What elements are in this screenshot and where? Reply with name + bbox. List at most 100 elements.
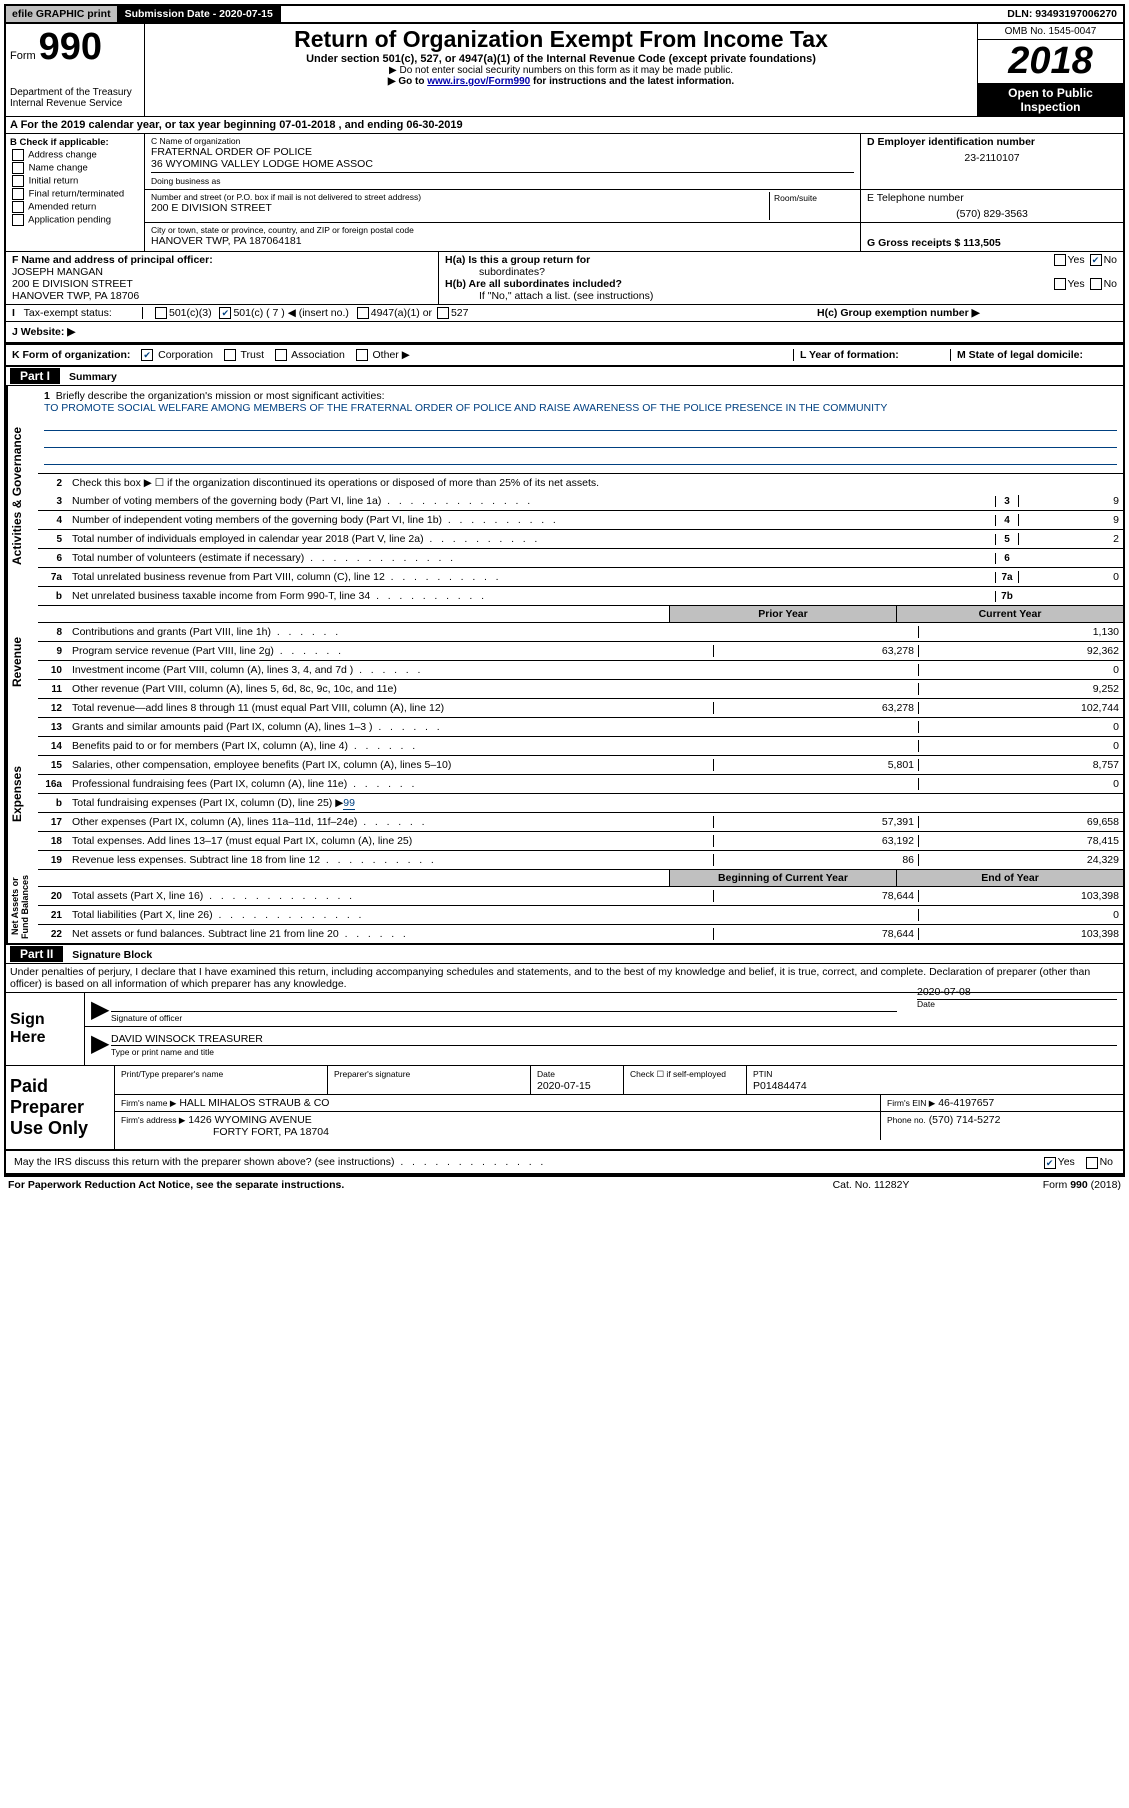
side-exp: Expenses	[6, 718, 38, 870]
val-3: 9	[1018, 495, 1123, 507]
footer: For Paperwork Reduction Act Notice, see …	[4, 1177, 1125, 1193]
footer-form-label: Form	[1043, 1179, 1070, 1191]
i-label-cell: I Tax-exempt status:	[12, 307, 143, 319]
sig-officer-label: Signature of officer	[111, 1013, 182, 1023]
sign-arrow-icon-2: ▶	[91, 1029, 111, 1058]
preparer-date: 2020-07-15	[537, 1080, 591, 1092]
form-note-2: ▶ Go to www.irs.gov/Form990 for instruct…	[151, 76, 971, 87]
line-5: Total number of individuals employed in …	[68, 532, 995, 546]
street-address: 200 E DIVISION STREET	[151, 202, 769, 214]
line-16b: Total fundraising expenses (Part IX, col…	[68, 796, 713, 810]
line-21: Total liabilities (Part X, line 26)	[68, 908, 713, 922]
city-label: City or town, state or province, country…	[151, 225, 854, 235]
firm-phone-label: Phone no.	[887, 1115, 926, 1125]
firm-ein: 46-4197657	[938, 1097, 994, 1109]
line-11: Other revenue (Part VIII, column (A), li…	[68, 682, 713, 696]
line-14: Benefits paid to or for members (Part IX…	[68, 739, 713, 753]
rev-header-row: Prior Year Current Year	[38, 606, 1123, 623]
cb-trust[interactable]	[224, 349, 236, 361]
g-receipts-block: G Gross receipts $ 113,505	[860, 223, 1123, 251]
line-1-mission: 1 Briefly describe the organization's mi…	[38, 386, 1123, 474]
cb-final-return[interactable]: Final return/terminated	[10, 188, 140, 200]
section-net-assets: Net Assets or Fund Balances Beginning of…	[6, 870, 1123, 945]
footer-form-year: (2018)	[1088, 1179, 1121, 1191]
cb-corporation[interactable]	[141, 349, 153, 361]
form-title: Return of Organization Exempt From Incom…	[151, 26, 971, 53]
tax-year: 2018	[978, 40, 1123, 84]
room-label: Room/suite	[774, 193, 817, 203]
gross-receipts: G Gross receipts $ 113,505	[867, 237, 1001, 249]
col-prior-year: Prior Year	[669, 606, 896, 622]
cb-name-change[interactable]: Name change	[10, 162, 140, 174]
h-block: H(a) Is this a group return for subordin…	[439, 252, 1123, 304]
preparer-name-label: Print/Type preparer's name	[121, 1069, 223, 1079]
cb-501c3[interactable]	[155, 307, 167, 319]
firm-addr-2: FORTY FORT, PA 18704	[213, 1126, 329, 1138]
sign-arrow-icon: ▶	[91, 995, 111, 1024]
part-i-header: Part I Summary	[6, 367, 1123, 386]
row-f-h: F Name and address of principal officer:…	[6, 252, 1123, 305]
firm-name-label: Firm's name ▶	[121, 1098, 176, 1108]
hb-yes[interactable]	[1054, 278, 1066, 290]
part-ii-label: Part II	[10, 946, 63, 962]
row-a-tax-year: A For the 2019 calendar year, or tax yea…	[6, 117, 1123, 134]
f-officer-block: F Name and address of principal officer:…	[6, 252, 439, 304]
ptin-value: P01484474	[753, 1080, 807, 1092]
self-employed-label[interactable]: Check ☐ if self-employed	[630, 1069, 726, 1079]
cb-501c[interactable]	[219, 307, 231, 319]
cb-4947[interactable]	[357, 307, 369, 319]
part-i-label: Part I	[10, 368, 60, 384]
form-header: Form 990 Department of the Treasury Inte…	[6, 24, 1123, 117]
val-7a: 0	[1018, 571, 1123, 583]
type-name-label: Type or print name and title	[111, 1047, 214, 1057]
b-label: B Check if applicable:	[10, 137, 109, 148]
footer-mid: Cat. No. 11282Y	[771, 1179, 971, 1191]
ha-yes[interactable]	[1054, 254, 1066, 266]
officer-name-title: DAVID WINSOCK TREASURER	[111, 1033, 1117, 1046]
preparer-sig-label: Preparer's signature	[334, 1069, 410, 1079]
topbar: efile GRAPHIC print Submission Date - 20…	[4, 4, 1125, 24]
efile-button[interactable]: efile GRAPHIC print	[6, 6, 119, 22]
dba-label: Doing business as	[151, 176, 220, 186]
cb-address-change[interactable]: Address change	[10, 149, 140, 161]
na-header-row: Beginning of Current Year End of Year	[38, 870, 1123, 887]
block-b-to-g: B Check if applicable: Address change Na…	[6, 134, 1123, 252]
line-13: Grants and similar amounts paid (Part IX…	[68, 720, 713, 734]
c-name-block: C Name of organization FRATERNAL ORDER O…	[145, 134, 860, 189]
c-name-label: C Name of organization	[151, 136, 854, 146]
hb-no[interactable]	[1090, 278, 1102, 290]
form-word: Form	[10, 50, 36, 62]
val-5: 2	[1018, 533, 1123, 545]
dept-irs: Internal Revenue Service	[10, 98, 140, 109]
footer-left: For Paperwork Reduction Act Notice, see …	[8, 1179, 344, 1191]
cb-amended-return[interactable]: Amended return	[10, 201, 140, 213]
ha-no[interactable]	[1090, 254, 1102, 266]
col-current-year: Current Year	[896, 606, 1123, 622]
dln: DLN: 93493197006270	[1001, 6, 1123, 22]
submission-date[interactable]: Submission Date - 2020-07-15	[119, 6, 281, 22]
footer-form-num: 990	[1070, 1179, 1088, 1191]
paid-preparer-label: PaidPreparerUse Only	[6, 1066, 115, 1149]
discuss-yes[interactable]	[1044, 1157, 1056, 1169]
form-subtitle: Under section 501(c), 527, or 4947(a)(1)…	[151, 53, 971, 65]
part-ii-header: Part II Signature Block	[6, 945, 1123, 964]
cb-initial-return[interactable]: Initial return	[10, 175, 140, 187]
line-7a: Total unrelated business revenue from Pa…	[68, 570, 995, 584]
firm-addr-label: Firm's address ▶	[121, 1115, 185, 1125]
header-center: Return of Organization Exempt From Incom…	[145, 24, 977, 116]
cb-other[interactable]	[356, 349, 368, 361]
open-to-public: Open to PublicInspection	[978, 84, 1123, 116]
cb-association[interactable]	[275, 349, 287, 361]
irs-link[interactable]: www.irs.gov/Form990	[427, 76, 530, 87]
col-boy: Beginning of Current Year	[669, 870, 896, 886]
line-22: Net assets or fund balances. Subtract li…	[68, 927, 713, 941]
firm-phone: (570) 714-5272	[929, 1114, 1001, 1126]
discuss-no[interactable]	[1086, 1157, 1098, 1169]
officer-addr: 200 E DIVISION STREET	[12, 278, 432, 290]
firm-addr-1: 1426 WYOMING AVENUE	[188, 1114, 312, 1126]
line-19: Revenue less expenses. Subtract line 18 …	[68, 853, 713, 867]
section-expenses: Expenses 13Grants and similar amounts pa…	[6, 718, 1123, 870]
dept-treasury: Department of the Treasury	[10, 87, 140, 98]
cb-application-pending[interactable]: Application pending	[10, 214, 140, 226]
cb-527[interactable]	[437, 307, 449, 319]
